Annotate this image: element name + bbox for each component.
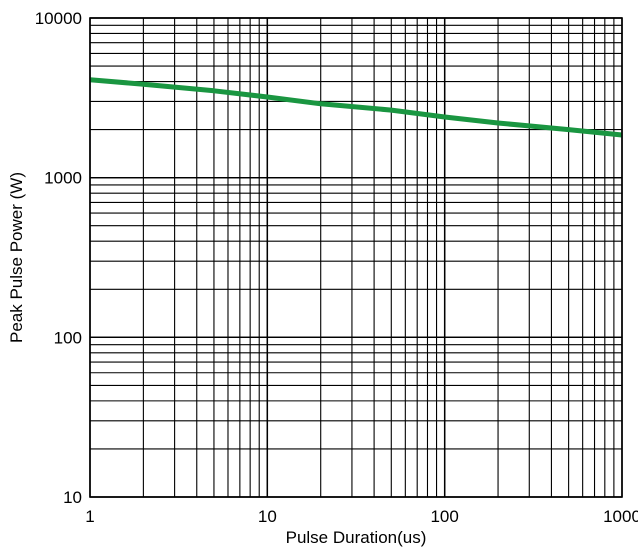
y-tick-label: 100 xyxy=(54,328,82,347)
grid xyxy=(89,17,623,498)
x-tick-label: 10 xyxy=(258,507,277,526)
y-tick-label: 10 xyxy=(63,488,82,507)
x-tick-label: 1 xyxy=(85,507,94,526)
series-layer xyxy=(89,77,623,138)
x-tick-label: 1000 xyxy=(603,507,638,526)
plot-frame xyxy=(89,17,623,498)
x-axis-label: Pulse Duration(us) xyxy=(286,528,427,547)
y-tick-labels: 10 100 1000 10000 xyxy=(35,9,82,507)
y-tick-label: 1000 xyxy=(44,169,82,188)
y-tick-label: 10000 xyxy=(35,9,82,28)
x-tick-label: 100 xyxy=(430,507,458,526)
y-axis-label: Peak Pulse Power (W) xyxy=(7,172,26,343)
power-curve-line xyxy=(89,77,623,138)
x-tick-labels: 1 10 100 1000 xyxy=(85,507,638,526)
